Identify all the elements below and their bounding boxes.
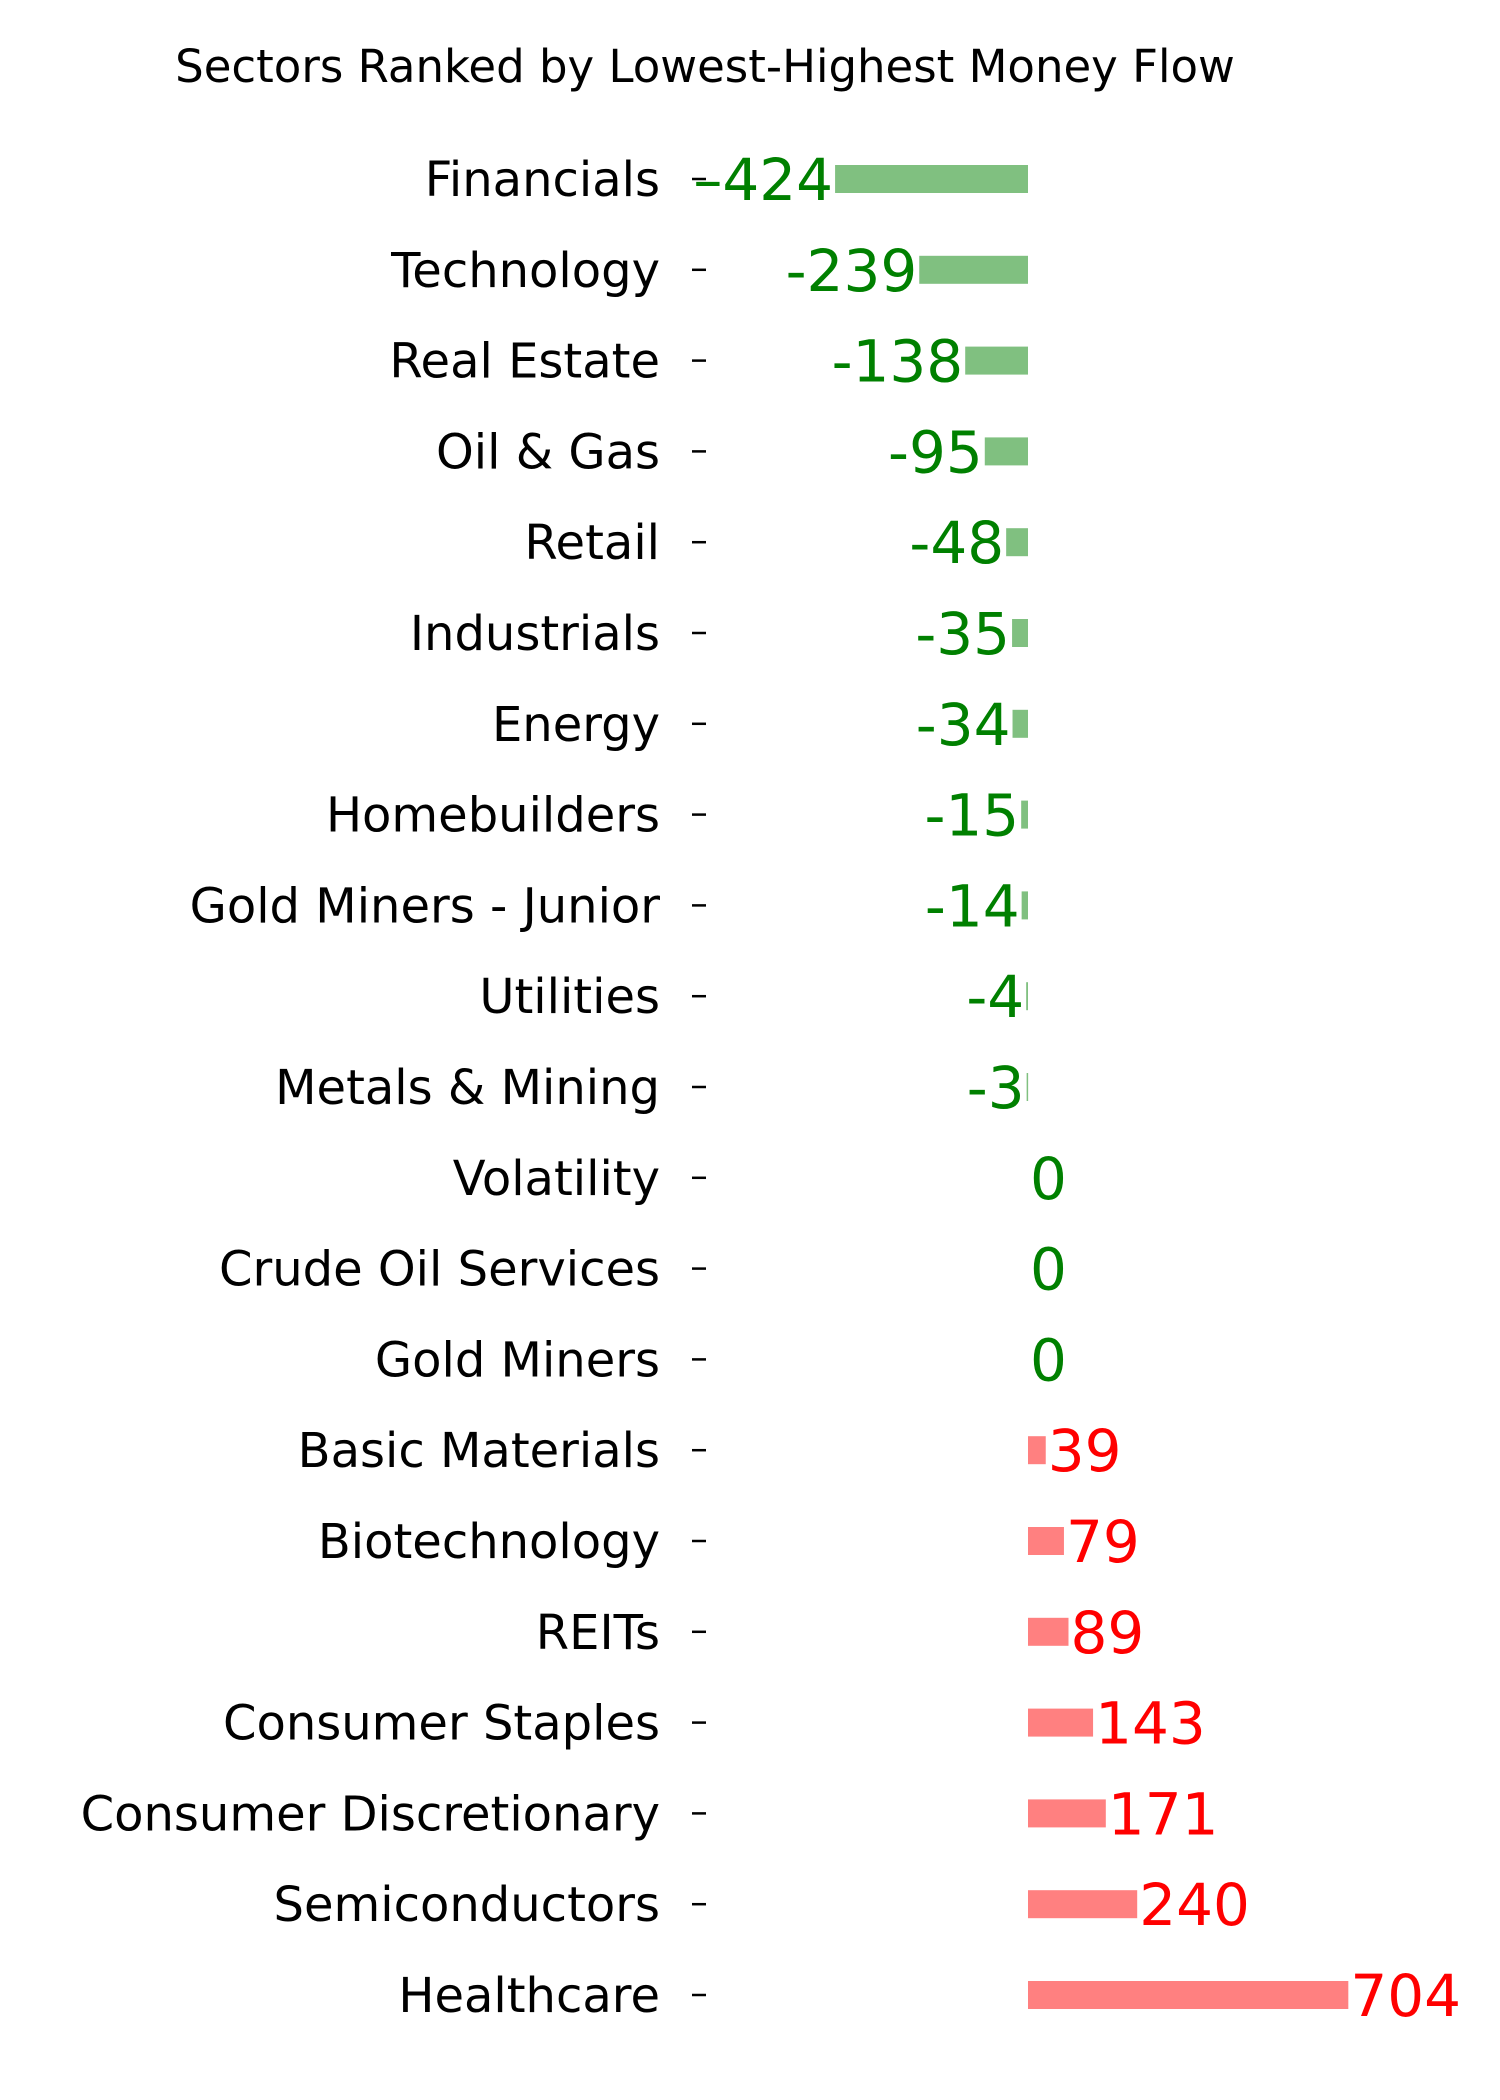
category-label: Volatility	[453, 1151, 660, 1207]
category-label: Oil & Gas	[436, 424, 660, 480]
bar	[919, 255, 1028, 284]
value-label: -48	[909, 509, 1004, 577]
bar	[1026, 982, 1028, 1011]
bar	[965, 346, 1028, 375]
value-label: 0	[1030, 1236, 1067, 1304]
value-label: -14	[925, 872, 1020, 940]
category-label: Technology	[390, 243, 660, 299]
bar	[1028, 1708, 1094, 1737]
value-label: -3	[967, 1054, 1025, 1122]
value-label: 0	[1030, 1145, 1067, 1213]
value-label: 0	[1030, 1326, 1067, 1394]
value-label: -239	[786, 237, 918, 305]
category-label: Biotechnology	[318, 1514, 660, 1570]
category-label: Retail	[524, 515, 660, 571]
bar	[1028, 1527, 1064, 1555]
value-label: 79	[1066, 1508, 1140, 1576]
category-label: Healthcare	[398, 1968, 660, 2024]
bar	[1028, 1890, 1138, 1919]
value-label: 143	[1095, 1690, 1206, 1758]
bars	[835, 165, 1349, 2009]
value-label: -15	[924, 782, 1019, 850]
value-label: 240	[1139, 1871, 1250, 1939]
value-label: 704	[1350, 1962, 1461, 2030]
value-label: 171	[1108, 1780, 1219, 1848]
category-label: Real Estate	[389, 334, 660, 390]
value-label: –424	[693, 146, 833, 214]
bar	[1012, 709, 1028, 738]
bar	[835, 165, 1028, 193]
bar	[1021, 800, 1028, 829]
bar	[1028, 1436, 1046, 1465]
category-label: Industrials	[410, 606, 660, 662]
category-label: Gold Miners - Junior	[190, 878, 661, 934]
category-label: Crude Oil Services	[219, 1242, 660, 1298]
category-label: Homebuilders	[326, 788, 660, 844]
category-label: REITs	[536, 1605, 660, 1661]
value-label: 89	[1070, 1599, 1144, 1667]
bar	[1021, 891, 1028, 920]
tick-marks	[692, 177, 706, 1997]
value-label: 39	[1048, 1417, 1122, 1485]
value-label: -138	[832, 328, 964, 396]
value-label: -95	[888, 418, 983, 486]
category-label: Consumer Discretionary	[81, 1786, 660, 1842]
bar	[1028, 1617, 1069, 1646]
value-label: -34	[916, 691, 1011, 759]
value-label: -35	[915, 600, 1010, 668]
category-label: Financials	[425, 152, 660, 208]
category-labels: Financials Technology Real Estate Oil & Gas…	[81, 152, 661, 2024]
bar	[1028, 1981, 1349, 2009]
category-label: Semiconductors	[274, 1877, 660, 1933]
category-label: Energy	[492, 697, 660, 753]
bar	[1028, 1799, 1106, 1828]
category-label: Metals & Mining	[275, 1060, 660, 1116]
category-label: Basic Materials	[298, 1423, 660, 1479]
chart-title: Sectors Ranked by Lowest-Highest Money F…	[175, 40, 1235, 93]
value-labels: –424-239-138-95-48-35-34-15-14-4-3000397…	[693, 146, 1461, 2030]
category-label: Consumer Staples	[223, 1696, 660, 1752]
category-label: Utilities	[479, 969, 660, 1025]
bar	[1026, 1073, 1029, 1101]
bar	[984, 437, 1028, 466]
category-label: Gold Miners	[375, 1332, 660, 1388]
bar	[1012, 619, 1028, 647]
value-label: -4	[966, 963, 1024, 1031]
bar	[1006, 528, 1028, 557]
